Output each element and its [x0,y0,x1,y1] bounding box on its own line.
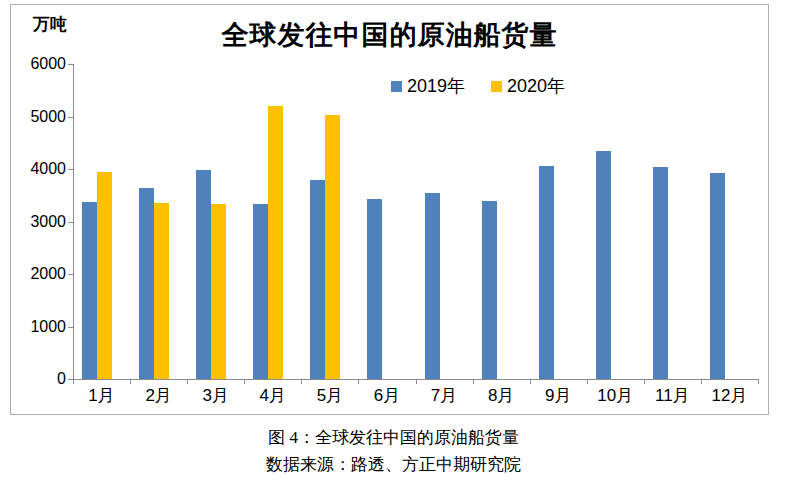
bar-2019年-6月 [367,199,382,379]
bar-2019年-10月 [596,151,611,379]
y-tick [68,117,73,118]
x-category-label: 3月 [187,387,245,405]
page: { "title": "全球发往中国的原油船货量", "y_axis_unit"… [0,0,787,495]
bar-2019年-4月 [253,204,268,379]
x-tick [701,379,702,384]
x-category-label: 6月 [358,387,416,405]
chart-frame: 万吨 全球发往中国的原油船货量 2019年 2020年 010002000300… [10,4,769,415]
bar-2019年-11月 [653,167,668,379]
x-category-label: 5月 [301,387,359,405]
x-tick [473,379,474,384]
x-tick [416,379,417,384]
x-tick [530,379,531,384]
x-category-label: 9月 [529,387,587,405]
bar-2019年-2月 [139,188,154,379]
y-tick [68,274,73,275]
x-category-label: 4月 [244,387,302,405]
bar-2019年-12月 [710,173,725,379]
chart-title: 全球发往中国的原油船货量 [11,17,768,53]
x-category-label: 2月 [130,387,188,405]
x-category-label: 10月 [586,387,644,405]
y-tick-label: 4000 [24,160,66,178]
y-tick [68,169,73,170]
legend-label-2019: 2019年 [407,74,465,98]
x-tick [587,379,588,384]
x-category-label: 12月 [700,387,758,405]
bar-2020年-3月 [211,204,226,379]
figure-caption: 图 4：全球发往中国的原油船货量 [0,424,787,451]
bar-2019年-5月 [310,180,325,380]
x-tick [301,379,302,384]
legend-swatch-2019 [391,81,402,92]
x-tick [644,379,645,384]
bar-2019年-9月 [539,166,554,379]
y-tick-label: 6000 [24,55,66,73]
bar-2020年-1月 [97,172,112,379]
x-category-label: 7月 [415,387,473,405]
bar-2019年-8月 [482,201,497,380]
bar-2020年-2月 [154,203,169,379]
legend: 2019年 2020年 [391,74,565,98]
x-tick [244,379,245,384]
x-tick [130,379,131,384]
legend-item-2019: 2019年 [391,74,465,98]
y-tick-label: 2000 [24,265,66,283]
y-tick [68,327,73,328]
caption-block: 图 4：全球发往中国的原油船货量 数据来源：路透、方正中期研究院 [0,424,787,478]
x-tick [358,379,359,384]
x-tick [758,379,759,384]
x-category-label: 1月 [73,387,131,405]
data-source-caption: 数据来源：路透、方正中期研究院 [0,451,787,478]
y-tick [68,64,73,65]
y-tick-label: 0 [24,370,66,388]
x-tick [187,379,188,384]
bar-2020年-4月 [268,106,283,379]
bar-2019年-3月 [196,170,211,379]
bar-2020年-5月 [325,115,340,379]
y-axis-line [73,64,74,379]
y-tick-label: 1000 [24,318,66,336]
bar-2019年-7月 [425,193,440,379]
legend-item-2020: 2020年 [491,74,565,98]
y-tick-label: 3000 [24,213,66,231]
x-tick [73,379,74,384]
legend-swatch-2020 [491,81,502,92]
x-category-label: 8月 [472,387,530,405]
bar-2019年-1月 [82,202,97,379]
y-tick [68,222,73,223]
x-category-label: 11月 [643,387,701,405]
y-tick-label: 5000 [24,108,66,126]
legend-label-2020: 2020年 [507,74,565,98]
